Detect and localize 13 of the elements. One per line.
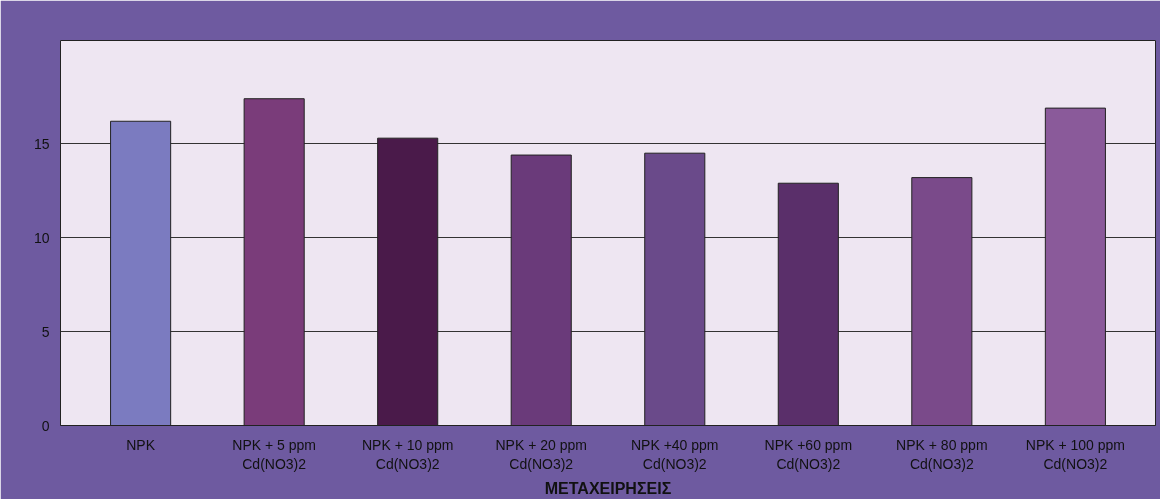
x-tick-label: NPK + 20 ppm Cd(NO3)2 [495,436,587,472]
x-tick-label: NPK + 5 ppm Cd(NO3)2 [232,436,316,472]
x-tick-label: NPK +60 ppm Cd(NO3)2 [764,436,853,472]
x-axis-title: ΜΕΤΑΧΕΙΡΗΣΕΙΣ [544,479,672,497]
y-tick-label: 0 [41,417,50,434]
x-tick-label: NPK [126,436,156,453]
x-tick-label: NPK + 80 ppm Cd(NO3)2 [896,436,988,472]
x-tick-label: NPK + 100 ppm Cd(NO3)2 [1025,436,1125,472]
y-tick-label: 15 [33,135,50,152]
x-tick-label: NPK +40 ppm Cd(NO3)2 [630,436,719,472]
x-tick-label: NPK + 10 ppm Cd(NO3)2 [361,436,454,472]
y-tick-label: 5 [41,323,50,340]
y-tick-label: 10 [33,229,50,246]
